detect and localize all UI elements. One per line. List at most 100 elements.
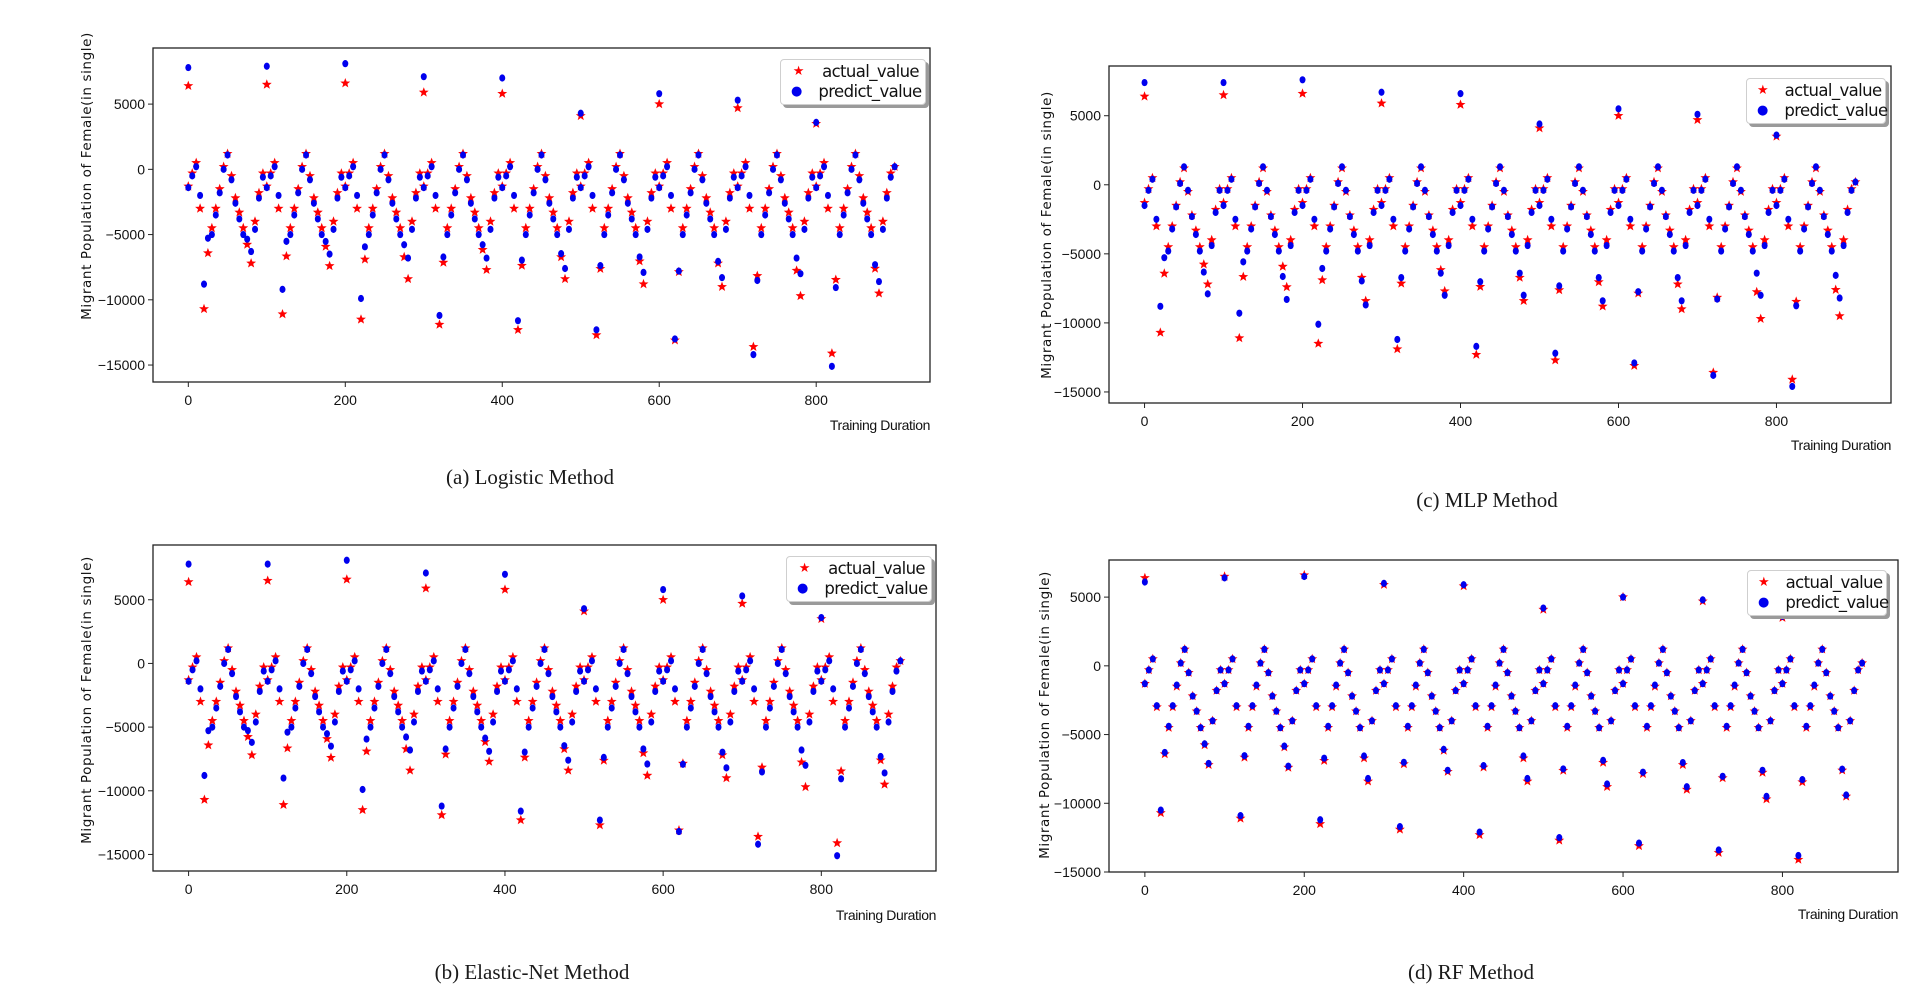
predict-value-point: [664, 163, 671, 171]
predict-value-point: [865, 692, 872, 701]
actual-value-point: [515, 814, 526, 825]
predict-value-point: [542, 176, 549, 184]
predict-value-point: [1560, 765, 1567, 773]
predict-value-point: [1437, 269, 1444, 277]
x-tick-label: 400: [1452, 882, 1476, 898]
predict-value-point: [1193, 707, 1200, 715]
actual-value-point: [333, 681, 344, 691]
actual-value-point: [670, 696, 680, 706]
predict-value-point: [1489, 203, 1496, 211]
x-tick-label: 800: [1765, 413, 1789, 429]
predict-value-point: [1141, 78, 1148, 87]
predict-value-point: [814, 667, 821, 675]
predict-value-point: [383, 645, 390, 654]
predict-value-point: [1631, 359, 1638, 367]
predict-value-point: [444, 230, 451, 239]
predict-value-point: [416, 173, 423, 181]
predict-value-point: [711, 708, 718, 716]
actual-value-point: [250, 216, 260, 226]
predict-value-point: [1192, 230, 1199, 239]
predict-value-point: [448, 211, 455, 219]
predict-value-point: [1145, 666, 1152, 674]
predict-value-point: [221, 659, 228, 668]
predict-value-point: [1301, 572, 1308, 581]
predict-value-point: [1620, 680, 1627, 688]
predict-value-point: [766, 189, 773, 197]
predict-value-point: [379, 659, 386, 668]
predict-value-point: [1516, 724, 1523, 732]
predict-value-point: [1333, 681, 1340, 689]
actual-value-point: [1234, 332, 1245, 343]
predict-value-point: [275, 191, 282, 200]
actual-value-point: [1317, 274, 1328, 285]
actual-value-point: [610, 677, 621, 687]
predict-value-point: [486, 747, 493, 755]
predict-value-point: [660, 172, 667, 180]
predict-value-point: [1599, 297, 1606, 305]
predict-value-point: [1412, 681, 1419, 689]
predict-value-point: [715, 723, 722, 731]
predict-value-point: [224, 151, 231, 159]
predict-value-point: [1643, 225, 1650, 233]
predict-value-point: [430, 657, 437, 665]
predict-value-point: [498, 667, 504, 675]
predict-value-point: [463, 176, 470, 184]
predict-value-point: [766, 704, 773, 712]
actual-value-point: [403, 273, 413, 284]
actual-value-point: [316, 222, 327, 233]
actual-value-point: [1202, 279, 1213, 289]
actual-value-point: [1396, 278, 1407, 288]
actual-value-point: [371, 183, 382, 194]
actual-value-point: [1356, 272, 1367, 282]
predict-value-point: [1612, 686, 1619, 695]
predict-value-point: [1369, 717, 1375, 725]
actual-value-point: [681, 203, 692, 213]
x-axis-label: Training Duration: [835, 907, 936, 923]
predict-value-point: [723, 764, 730, 772]
predict-value-point: [1773, 201, 1780, 210]
predict-value-point: [185, 63, 192, 72]
predict-value-point: [786, 692, 793, 701]
predict-value-point: [330, 225, 337, 233]
predict-value-point: [237, 708, 243, 716]
predict-value-point: [338, 173, 345, 181]
predict-value-point: [640, 268, 647, 277]
predict-value-point: [1737, 186, 1744, 194]
predict-value-point: [1655, 659, 1662, 667]
actual-value-point: [254, 681, 265, 691]
actual-value-point: [352, 203, 362, 213]
predict-value-point: [1703, 666, 1710, 674]
actual-value-point: [481, 264, 492, 274]
actual-value-point: [1716, 241, 1727, 252]
predict-value-point: [1616, 666, 1623, 674]
actual-value-point: [879, 779, 890, 789]
actual-value-point: [1230, 221, 1241, 231]
actual-value-point: [270, 651, 281, 662]
predict-value-point: [1528, 208, 1535, 217]
predict-value-point: [1465, 175, 1472, 183]
actual-value-point: [783, 207, 794, 217]
predict-value-point: [1325, 722, 1332, 730]
predict-value-point: [856, 176, 863, 184]
actual-value-point: [752, 270, 763, 280]
predict-value-point: [458, 659, 465, 668]
actual-value-point: [442, 222, 453, 233]
legend: ★ actual_value ● predict_value: [780, 59, 926, 105]
actual-value-point: [729, 681, 740, 691]
actual-value-point: [417, 662, 427, 672]
predict-value-point: [600, 753, 607, 762]
predict-value-point: [1428, 692, 1435, 700]
actual-value-point: [1676, 303, 1687, 314]
predict-value-point: [1380, 680, 1387, 688]
predict-value-point: [466, 670, 473, 678]
predict-value-point: [828, 362, 835, 370]
predict-value-point: [1524, 774, 1531, 783]
actual-value-point: [666, 203, 676, 213]
actual-value-point: [369, 696, 380, 706]
predict-value-point: [1374, 186, 1381, 194]
predict-value-point: [1293, 686, 1300, 695]
actual-value-point: [1479, 241, 1490, 252]
actual-value-point: [1392, 343, 1403, 354]
predict-value-point: [1699, 596, 1706, 604]
actual-value-point: [874, 288, 884, 298]
